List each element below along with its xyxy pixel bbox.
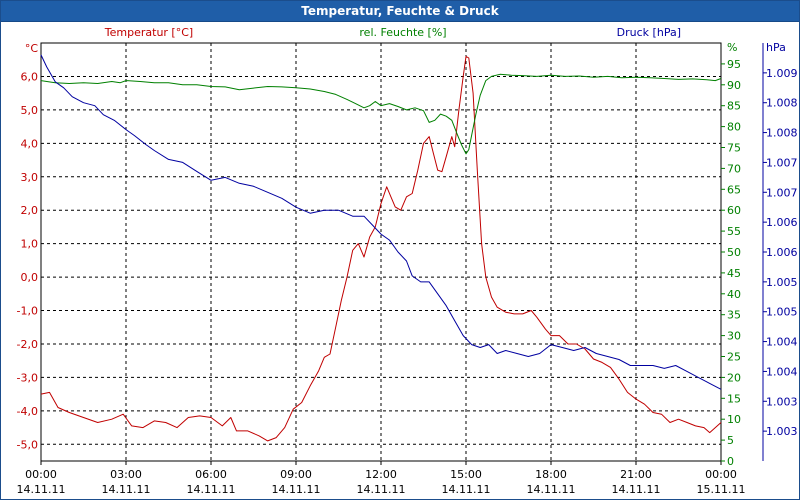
humidity-tick-label: 85: [727, 100, 741, 113]
humidity-tick-label: 20: [727, 371, 741, 384]
temperature-tick-label: 4,0: [21, 137, 39, 150]
humidity-tick-label: 80: [727, 121, 741, 134]
x-tick-label: 09:00: [280, 468, 312, 481]
humidity-tick-label: 75: [727, 142, 741, 155]
temperature-tick-label: 0,0: [21, 271, 39, 284]
humidity-tick-label: 55: [727, 225, 741, 238]
pressure-tick-label: 1.006: [766, 216, 798, 229]
x-tick-date: 14.11.11: [612, 483, 661, 496]
x-tick-date: 14.11.11: [17, 483, 66, 496]
temperature-tick-label: -1,0: [17, 305, 38, 318]
x-tick-label: 03:00: [110, 468, 142, 481]
temperature-tick-label: -5,0: [17, 438, 38, 451]
pressure-tick-label: 1.003: [766, 425, 798, 438]
title-bar: Temperatur, Feuchte & Druck: [1, 1, 799, 22]
humidity-tick-label: 30: [727, 330, 741, 343]
window-title: Temperatur, Feuchte & Druck: [301, 4, 499, 18]
x-tick-label: 21:00: [620, 468, 652, 481]
temperature-tick-label: -4,0: [17, 405, 38, 418]
pressure-tick-label: 1.007: [766, 186, 798, 199]
pressure-tick-label: 1.007: [766, 156, 798, 169]
humidity-tick-label: 95: [727, 58, 741, 71]
pressure-tick-label: 1.009: [766, 67, 798, 80]
humidity-tick-label: 70: [727, 162, 741, 175]
humidity-tick-label: 50: [727, 246, 741, 259]
humidity-tick-label: 60: [727, 204, 741, 217]
x-tick-label: 06:00: [195, 468, 227, 481]
humidity-unit-label: %: [727, 41, 737, 54]
humidity-tick-label: 65: [727, 183, 741, 196]
x-tick-date: 14.11.11: [357, 483, 406, 496]
humidity-tick-label: 0: [727, 455, 734, 468]
temperature-tick-label: -3,0: [17, 371, 38, 384]
humidity-tick-label: 25: [727, 351, 741, 364]
temperature-tick-label: 1,0: [21, 238, 39, 251]
x-tick-label: 18:00: [535, 468, 567, 481]
pressure-tick-label: 1.004: [766, 336, 798, 349]
humidity-tick-label: 15: [727, 392, 741, 405]
humidity-axis-title: rel. Feuchte [%]: [359, 26, 446, 39]
temperature-tick-label: 2,0: [21, 204, 39, 217]
humidity-tick-label: 45: [727, 267, 741, 280]
pressure-tick-label: 1.004: [766, 365, 798, 378]
humidity-tick-label: 10: [727, 413, 741, 426]
pressure-tick-label: 1.008: [766, 127, 798, 140]
pressure-tick-label: 1.006: [766, 246, 798, 259]
temperature-series-line: [40, 55, 722, 442]
humidity-tick-label: 35: [727, 309, 741, 322]
x-tick-label: 00:00: [25, 468, 57, 481]
pressure-tick-label: 1.005: [766, 306, 798, 319]
chart-area: 00:00 14.11.11 03:00 14.11.11 06:00 14.11.11 0…: [17, 26, 798, 496]
x-tick-date: 14.11.11: [527, 483, 576, 496]
x-tick-label: 15:00: [450, 468, 482, 481]
x-tick-date: 14.11.11: [187, 483, 236, 496]
x-tick-date: 15.11.11: [697, 483, 746, 496]
x-tick-date: 14.11.11: [442, 483, 491, 496]
x-tick-date: 14.11.11: [102, 483, 151, 496]
pressure-unit-label: hPa: [766, 41, 786, 54]
pressure-series-line: [40, 54, 722, 390]
pressure-tick-label: 1.003: [766, 395, 798, 408]
temperature-tick-label: 5,0: [21, 104, 39, 117]
humidity-tick-label: 40: [727, 288, 741, 301]
x-tick-label: 12:00: [365, 468, 397, 481]
humidity-tick-label: 90: [727, 79, 741, 92]
temperature-tick-label: 3,0: [21, 171, 39, 184]
humidity-series-line: [40, 73, 722, 155]
pressure-tick-label: 1.008: [766, 97, 798, 110]
temperature-tick-label: -2,0: [17, 338, 38, 351]
temperature-axis-title: Temperatur [°C]: [104, 26, 193, 39]
x-tick-date: 14.11.11: [272, 483, 321, 496]
humidity-tick-label: 5: [727, 434, 734, 447]
temperature-unit-label: °C: [25, 42, 39, 55]
x-tick-label: 00:00: [705, 468, 737, 481]
temperature-tick-label: 6,0: [21, 70, 39, 83]
pressure-tick-label: 1.005: [766, 276, 798, 289]
pressure-axis-title: Druck [hPa]: [617, 26, 681, 39]
